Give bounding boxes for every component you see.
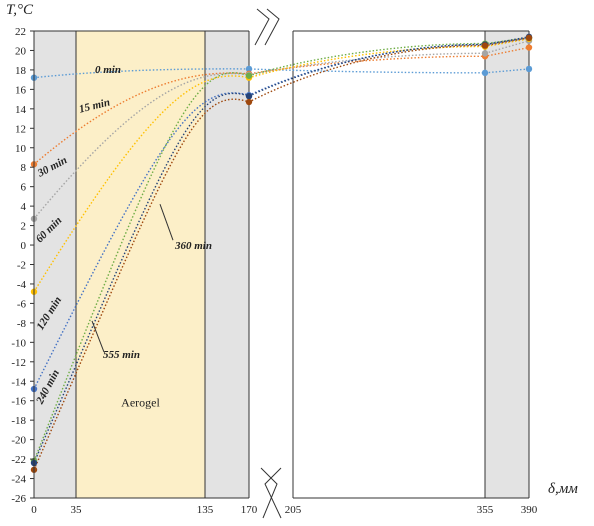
y-tick-label: 14 bbox=[15, 104, 27, 116]
data-point-0-min bbox=[245, 65, 253, 73]
data-point-555-min bbox=[525, 34, 533, 42]
y-tick-label: -16 bbox=[11, 396, 26, 408]
x-axis-title: δ,мм bbox=[548, 481, 578, 497]
curve-label-555-min: 555 min bbox=[103, 349, 140, 361]
y-tick-label: -12 bbox=[11, 357, 26, 369]
x-tick-label: 355 bbox=[477, 504, 494, 516]
y-tick-label: -20 bbox=[11, 435, 26, 447]
region-label-aerogel: Aerogel bbox=[121, 396, 160, 410]
data-point-30-min bbox=[481, 50, 489, 57]
curve-label-360-min: 360 min bbox=[174, 240, 212, 252]
x-tick-label: 0 bbox=[31, 504, 37, 516]
x-tick-label: 390 bbox=[521, 504, 538, 516]
data-point-360-min bbox=[245, 92, 253, 100]
x-tick-label: 170 bbox=[241, 504, 258, 516]
x-tick-label: 35 bbox=[71, 504, 83, 516]
y-tick-label: 18 bbox=[15, 65, 27, 77]
x-tick-label: 135 bbox=[197, 504, 214, 516]
x-tick-label: 205 bbox=[285, 504, 302, 516]
data-points bbox=[30, 33, 533, 473]
y-tick-label: 2 bbox=[21, 221, 27, 233]
y-tick-label: 16 bbox=[15, 84, 27, 96]
region-4 bbox=[485, 31, 529, 498]
data-point-555-min bbox=[481, 42, 489, 49]
leader-360-min bbox=[159, 204, 174, 241]
y-tick-label: 10 bbox=[15, 143, 27, 155]
y-tick-label: 22 bbox=[15, 26, 26, 38]
data-point-240-min bbox=[245, 72, 253, 79]
y-tick-label: 6 bbox=[21, 182, 27, 194]
curve-0-min bbox=[33, 68, 530, 79]
curve-555-min bbox=[33, 37, 530, 471]
curve-label-0-min: 0 min bbox=[95, 64, 121, 76]
data-point-555-min bbox=[245, 98, 253, 106]
layer-boundaries bbox=[34, 8, 530, 519]
data-point-0-min bbox=[525, 65, 533, 73]
y-tick-label: -4 bbox=[17, 279, 27, 291]
y-tick-label: -14 bbox=[11, 376, 26, 388]
y-tick-label: -10 bbox=[11, 337, 26, 349]
y-tick-label: -24 bbox=[11, 474, 26, 486]
y-tick-label: -6 bbox=[17, 298, 27, 310]
wall-layers: Aerogel bbox=[34, 31, 529, 498]
y-tick-label: 0 bbox=[21, 240, 27, 252]
y-tick-label: -22 bbox=[11, 454, 26, 466]
axis-break-bottom-1 bbox=[264, 467, 282, 519]
temperature-curves bbox=[33, 36, 530, 471]
axis-break-top-0 bbox=[254, 8, 270, 46]
y-tick-label: -26 bbox=[11, 493, 26, 505]
region-0 bbox=[34, 31, 76, 498]
data-point-0-min bbox=[481, 69, 489, 77]
y-tick-label: -2 bbox=[17, 260, 26, 272]
data-point-15-min bbox=[525, 44, 533, 51]
y-tick-label: 12 bbox=[15, 123, 26, 135]
leader-555-min bbox=[91, 320, 105, 353]
y-tick-label: 20 bbox=[15, 45, 27, 57]
region-3 bbox=[293, 31, 485, 498]
y-tick-label: -18 bbox=[11, 415, 26, 427]
axes: 2220181614121086420-2-4-6-8-10-12-14-16-… bbox=[11, 26, 537, 516]
region-2 bbox=[205, 31, 249, 498]
axis-break-bottom-0 bbox=[260, 467, 278, 519]
y-tick-label: 4 bbox=[21, 201, 27, 213]
curve-360-min bbox=[33, 36, 530, 464]
region-1 bbox=[76, 31, 205, 498]
curve-15-min bbox=[33, 46, 530, 165]
y-axis-title: T,°C bbox=[6, 2, 34, 18]
y-tick-label: -8 bbox=[17, 318, 27, 330]
curve-240-min bbox=[33, 37, 530, 462]
axis-break-top-1 bbox=[264, 8, 280, 46]
y-tick-label: 8 bbox=[21, 162, 27, 174]
